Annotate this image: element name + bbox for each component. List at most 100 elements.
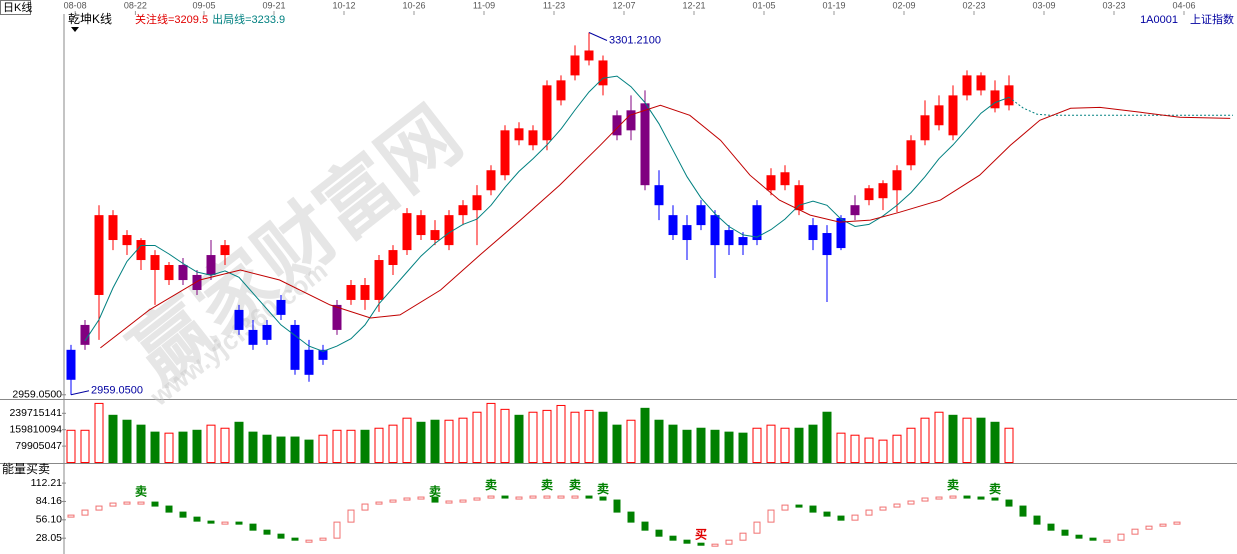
volume-bar <box>514 414 524 463</box>
candle-body <box>878 183 888 199</box>
energy-mark <box>1131 528 1139 535</box>
volume-bar <box>892 434 902 463</box>
candle-body <box>864 188 874 201</box>
annotation-label: 3301.2100 <box>609 34 661 46</box>
energy-mark <box>921 497 929 502</box>
volume-bar <box>206 424 216 464</box>
candle-body <box>402 213 412 251</box>
y-tick-label: 2959.0500 <box>12 389 62 401</box>
candle-body <box>598 60 608 86</box>
energy-mark <box>193 516 201 522</box>
volume-bar <box>192 429 202 464</box>
energy-mark <box>1173 521 1181 525</box>
energy-mark <box>879 506 887 511</box>
volume-bar <box>906 427 916 463</box>
x-tick-label: 09-05 <box>192 0 215 10</box>
x-tick-label: 02-23 <box>962 0 985 10</box>
energy-mark <box>501 495 509 499</box>
candle-body <box>892 170 902 191</box>
energy-mark <box>319 537 327 541</box>
y-tick-label: 79905047 <box>15 440 62 452</box>
energy-mark <box>571 495 579 499</box>
candle-body <box>500 130 510 176</box>
volume-bar <box>626 419 636 464</box>
energy-mark <box>725 539 733 545</box>
candle-body <box>584 50 594 61</box>
energy-mark <box>123 501 131 505</box>
x-tick-label: 10-26 <box>402 0 425 10</box>
volume-bar <box>766 424 776 464</box>
energy-mark <box>95 505 103 511</box>
candle-body <box>262 324 272 340</box>
x-tick-label: 10-12 <box>332 0 355 10</box>
volume-bar <box>752 427 762 463</box>
signal-label: 卖 <box>989 481 1001 496</box>
energy-mark <box>249 523 257 531</box>
volume-bar <box>164 432 174 463</box>
energy-mark <box>669 535 677 541</box>
candle-body <box>682 225 692 241</box>
volume-bar <box>318 434 328 463</box>
volume-bar <box>990 421 1000 463</box>
energy-mark <box>949 495 957 499</box>
candle-body <box>290 324 300 370</box>
x-tick-label: 12-07 <box>612 0 635 10</box>
volume-bar <box>486 402 496 463</box>
title-triangle <box>71 27 79 32</box>
y-tick-label: 84.16 <box>36 495 62 507</box>
volume-bar <box>290 436 300 464</box>
volume-bar <box>948 414 958 463</box>
x-tick-label: 08-08 <box>64 0 87 10</box>
volume-bar <box>136 424 146 464</box>
indicator-line <box>100 104 1231 349</box>
volume-bar <box>696 427 706 463</box>
energy-mark <box>165 505 173 513</box>
energy-mark <box>417 496 425 500</box>
signal-label: 卖 <box>541 477 553 492</box>
candle-body <box>556 80 566 101</box>
candle-body <box>206 255 216 275</box>
candle-body <box>626 110 636 131</box>
energy-mark <box>739 532 747 541</box>
volume-bar <box>374 427 384 463</box>
energy-mark <box>459 499 467 503</box>
energy-mark <box>235 521 243 525</box>
candle-body <box>486 170 496 191</box>
candle-body <box>934 105 944 126</box>
energy-mark <box>207 520 215 524</box>
candle-body <box>234 309 244 330</box>
candle-body <box>738 237 748 246</box>
energy-mark <box>599 496 607 501</box>
energy-mark <box>179 511 187 518</box>
candle-body <box>752 205 762 241</box>
candle-body <box>304 349 314 375</box>
candle-body <box>94 215 104 295</box>
energy-mark <box>375 501 383 505</box>
candle-body <box>458 205 468 216</box>
volume-bar <box>710 429 720 464</box>
energy-mark <box>683 539 691 544</box>
volume-bar <box>836 432 846 463</box>
candle-body <box>136 240 146 261</box>
energy-mark <box>263 529 271 535</box>
energy-mark <box>1159 523 1167 527</box>
energy-mark <box>151 501 159 507</box>
energy-mark <box>865 509 873 516</box>
volume-bar <box>262 434 272 463</box>
energy-mark <box>1089 537 1097 541</box>
volume-bar <box>500 408 510 464</box>
energy-mark <box>795 504 803 508</box>
x-tick-label: 01-05 <box>752 0 775 10</box>
candle-body <box>612 115 622 136</box>
volume-bar <box>598 411 608 463</box>
volume-bar <box>108 414 118 463</box>
indicator-label: 出局线=3233.9 <box>212 12 285 26</box>
energy-mark <box>1047 523 1055 531</box>
volume-bar <box>346 429 356 464</box>
candle-body <box>906 140 916 166</box>
volume-bar <box>612 424 622 464</box>
energy-mark <box>753 521 761 534</box>
index-code: 1A0001 <box>1140 14 1178 26</box>
